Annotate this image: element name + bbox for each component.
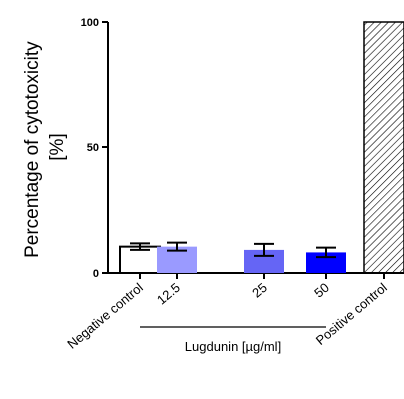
bars-layer (119, 21, 404, 279)
y-axis-label: Percentage of cytotoxicity [%] (22, 36, 68, 258)
y-axis-label-line2: [%] (47, 133, 68, 160)
x-tick-label-12-5: 12.5 (154, 280, 183, 308)
y-tick-label-50: 50 (87, 142, 99, 154)
x-tick-label-negative-control: Negative control (64, 280, 146, 352)
x-tick-label-25: 25 (249, 280, 270, 301)
y-axis-label-line1: Percentage of cytotoxicity (22, 41, 43, 258)
x-tick-label-50: 50 (311, 280, 332, 301)
bar-positive-control (363, 21, 404, 274)
y-tick-label-0: 0 (93, 268, 99, 280)
y-tick-label-100: 100 (81, 17, 99, 29)
group-label: Lugdunin [µg/ml] (185, 339, 281, 354)
